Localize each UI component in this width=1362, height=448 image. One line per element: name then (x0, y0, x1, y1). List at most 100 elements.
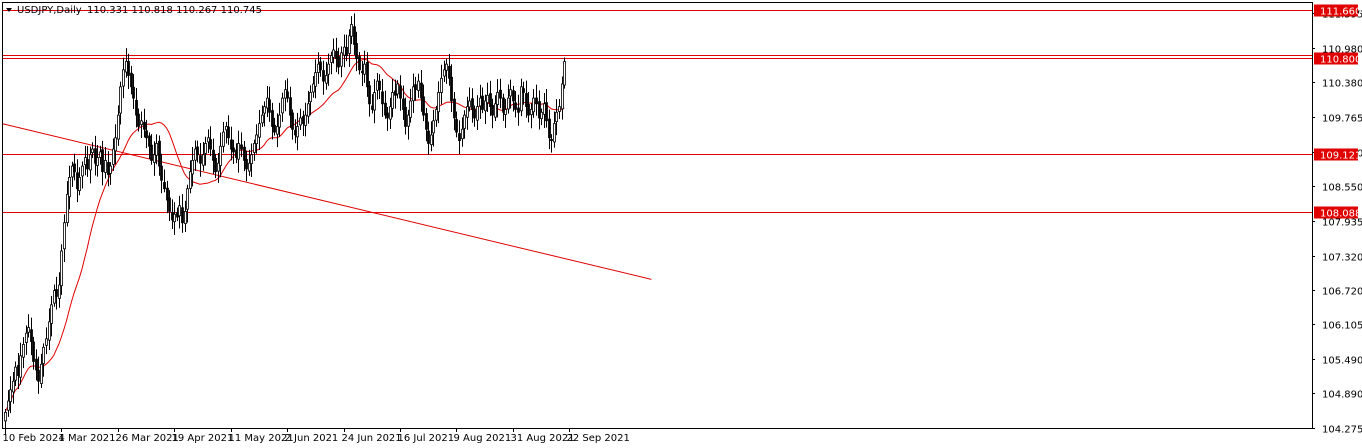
candle[interactable] (263, 101, 266, 127)
candle[interactable] (366, 52, 369, 97)
candle[interactable] (363, 50, 366, 83)
candle[interactable] (30, 317, 33, 356)
candle[interactable] (461, 117, 464, 147)
candle[interactable] (89, 146, 92, 184)
candle[interactable] (81, 161, 84, 189)
candle[interactable] (412, 73, 415, 113)
candle[interactable] (563, 57, 566, 89)
candle[interactable] (491, 98, 494, 129)
candle[interactable] (417, 73, 420, 98)
candle[interactable] (509, 79, 512, 109)
candle[interactable] (204, 136, 207, 166)
level-price-tag[interactable]: 108.088 (1314, 206, 1361, 220)
candle[interactable] (430, 121, 433, 152)
candle[interactable] (181, 194, 184, 233)
candle[interactable] (453, 91, 456, 131)
candle[interactable] (258, 110, 261, 150)
candle[interactable] (476, 95, 479, 131)
candle[interactable] (327, 53, 330, 86)
candle[interactable] (384, 90, 387, 119)
candle[interactable] (227, 115, 230, 145)
candle[interactable] (12, 371, 15, 404)
candle[interactable] (42, 343, 45, 377)
candle[interactable] (432, 109, 435, 147)
candle[interactable] (484, 94, 487, 124)
candle[interactable] (548, 109, 551, 150)
candle[interactable] (319, 56, 322, 77)
candle[interactable] (19, 342, 22, 385)
candle[interactable] (132, 74, 135, 109)
candle[interactable] (350, 16, 353, 45)
candle[interactable] (250, 143, 253, 178)
candle[interactable] (209, 126, 212, 157)
candle[interactable] (353, 13, 356, 55)
candle[interactable] (184, 200, 187, 233)
candle[interactable] (402, 85, 405, 120)
candle[interactable] (437, 81, 440, 124)
candle[interactable] (48, 308, 51, 350)
candle[interactable] (527, 92, 530, 123)
candle[interactable] (463, 110, 466, 139)
candle[interactable] (517, 94, 520, 126)
candle[interactable] (40, 353, 43, 388)
candle[interactable] (160, 153, 163, 194)
candle[interactable] (525, 80, 528, 118)
candle[interactable] (145, 119, 148, 149)
level-price-tag[interactable]: 111.660 (1314, 4, 1361, 18)
candle[interactable] (112, 138, 115, 171)
candle[interactable] (422, 84, 425, 122)
candle[interactable] (186, 184, 189, 223)
candle[interactable] (458, 120, 461, 155)
candle[interactable] (535, 84, 538, 116)
candle[interactable] (466, 96, 469, 130)
candle[interactable] (427, 121, 430, 155)
trendline[interactable] (1, 123, 652, 280)
candle[interactable] (58, 272, 61, 308)
candle[interactable] (489, 80, 492, 116)
candle[interactable] (468, 87, 471, 112)
collapse-triangle-icon[interactable] (6, 8, 12, 12)
candle[interactable] (243, 141, 246, 172)
candle[interactable] (345, 34, 348, 62)
candle[interactable] (248, 149, 251, 176)
candle[interactable] (135, 88, 138, 128)
candle[interactable] (504, 99, 507, 128)
candle[interactable] (137, 108, 140, 132)
candle[interactable] (368, 81, 371, 117)
candle[interactable] (253, 139, 256, 161)
level-price-tag[interactable]: 110.800 (1314, 52, 1361, 66)
candle[interactable] (378, 74, 381, 100)
candle[interactable] (240, 132, 243, 157)
candle[interactable] (355, 31, 358, 72)
candle[interactable] (322, 60, 325, 95)
candle[interactable] (212, 138, 215, 175)
candle[interactable] (502, 93, 505, 121)
candle[interactable] (332, 38, 335, 64)
candle[interactable] (555, 99, 558, 136)
candle[interactable] (122, 57, 125, 99)
candle[interactable] (314, 59, 317, 99)
candle[interactable] (286, 78, 289, 103)
candle[interactable] (14, 361, 17, 387)
candle[interactable] (66, 181, 69, 227)
candle[interactable] (455, 111, 458, 138)
candle[interactable] (22, 337, 25, 369)
candle[interactable] (55, 276, 58, 310)
candle[interactable] (545, 89, 548, 128)
candle[interactable] (289, 86, 292, 128)
candle[interactable] (86, 146, 89, 177)
candle[interactable] (94, 135, 97, 176)
candle[interactable] (271, 102, 274, 140)
candle[interactable] (178, 195, 181, 229)
candle[interactable] (255, 124, 258, 154)
candle[interactable] (381, 79, 384, 117)
candle[interactable] (443, 60, 446, 83)
candle[interactable] (420, 70, 423, 112)
candle[interactable] (499, 78, 502, 109)
candle[interactable] (32, 336, 35, 370)
candle[interactable] (63, 214, 66, 262)
candle[interactable] (340, 46, 343, 78)
candle[interactable] (512, 85, 515, 112)
